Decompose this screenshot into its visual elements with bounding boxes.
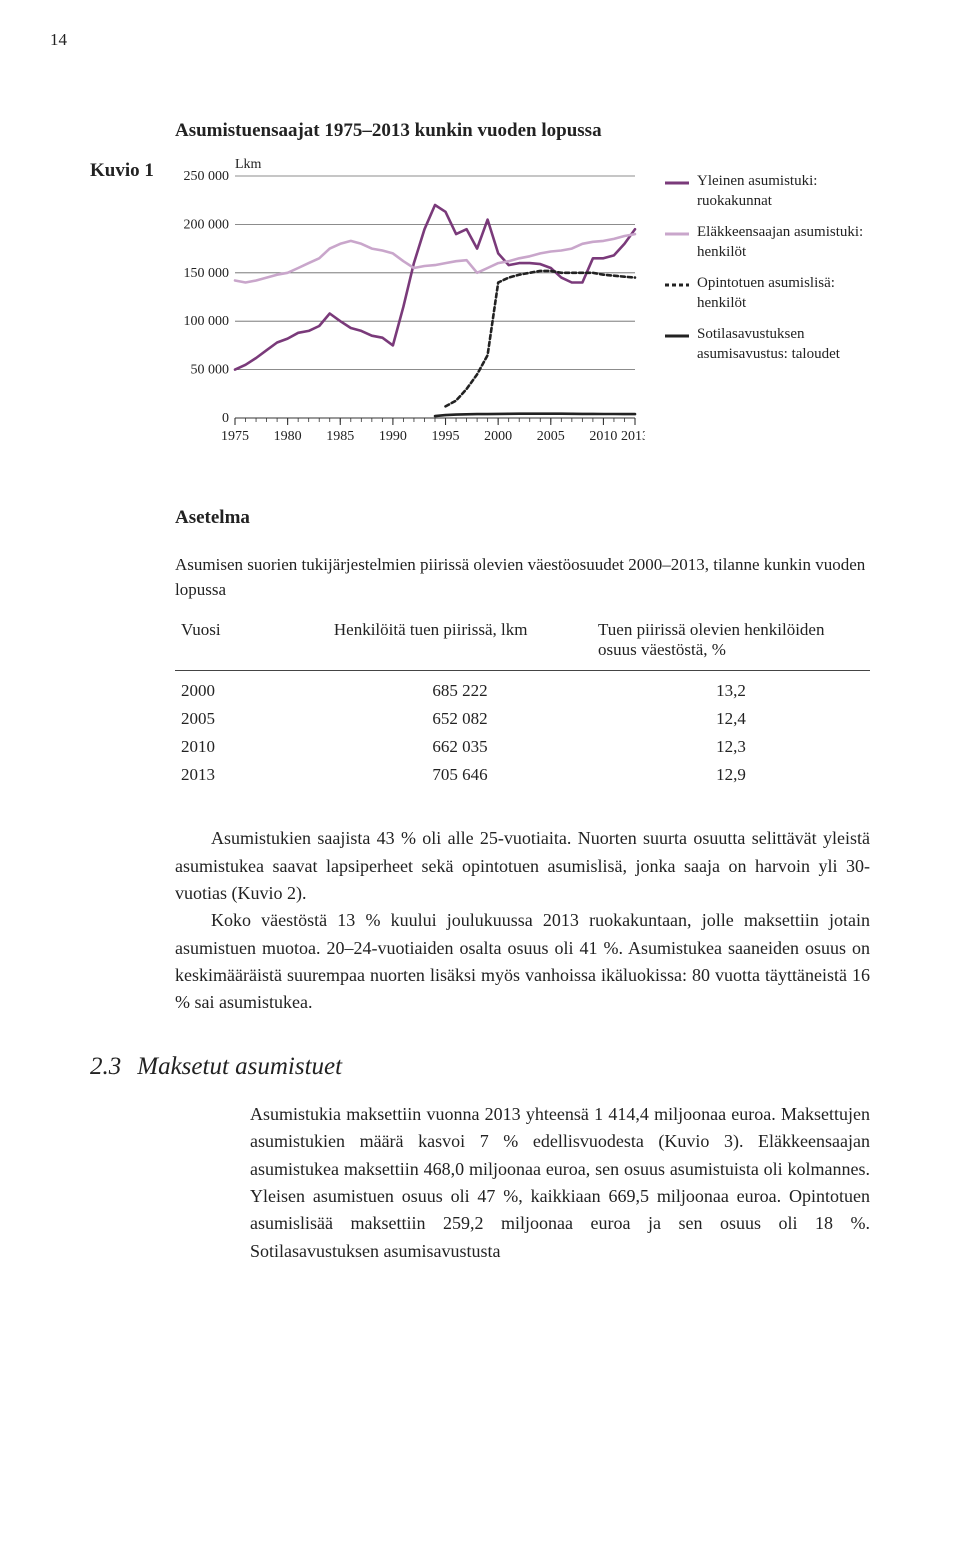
section-number: 2.3 [90, 1053, 121, 1081]
svg-text:1980: 1980 [274, 429, 302, 444]
table-row: 2005652 08212,4 [175, 705, 870, 733]
legend-item-yleinen: Yleinen asumistuki: ruokakunnat [665, 172, 867, 211]
svg-text:1990: 1990 [379, 429, 407, 444]
svg-text:2010: 2010 [589, 429, 617, 444]
table-cell: 2000 [175, 671, 328, 706]
legend-label: Yleinen asumistuki: ruokakunnat [697, 172, 867, 211]
table-cell: 2013 [175, 761, 328, 789]
section-title: Maksetut asumistuet [137, 1053, 342, 1081]
figure-side-label: Kuvio 1 [90, 160, 175, 182]
legend-item-elakkeensaaja: Eläkkeensaajan asumistuki: henkilöt [665, 223, 867, 262]
svg-text:200 000: 200 000 [184, 217, 230, 232]
line-chart: Lkm 0 50 000 100 000 150 000 200 000 250 000 19… [175, 152, 645, 457]
chart-title: Asumistuensaajat 1975–2013 kunkin vuoden… [175, 120, 870, 142]
svg-text:2000: 2000 [484, 429, 512, 444]
body-text: Asumistukien saajista 43 % oli alle 25-v… [175, 825, 870, 1017]
svg-text:0: 0 [222, 411, 229, 426]
page-number: 14 [50, 30, 67, 50]
legend-label: Eläkkeensaajan asumistuki: henkilöt [697, 223, 867, 262]
table-header: Tuen piirissä olevien henkilöiden osuus … [592, 616, 870, 671]
figure-kuvio-1: Kuvio 1 Asumistuensaajat 1975–2013 kunki… [90, 120, 870, 457]
table-header: Vuosi [175, 616, 328, 671]
svg-text:2013: 2013 [621, 429, 645, 444]
svg-text:100 000: 100 000 [184, 314, 230, 329]
table-title: Asumisen suorien tukijärjestelmien piiri… [175, 553, 870, 602]
legend-label: Opintotuen asumislisä: henkilöt [697, 274, 867, 313]
body-paragraph-2: Koko väestöstä 13 % kuului joulukuussa 2… [175, 907, 870, 1016]
table-cell: 662 035 [328, 733, 592, 761]
table-cell: 2005 [175, 705, 328, 733]
table-row: 2013705 64612,9 [175, 761, 870, 789]
section-2-3-body: Asumistukia maksettiin vuonna 2013 yhtee… [90, 1101, 870, 1265]
svg-text:250 000: 250 000 [184, 169, 230, 184]
svg-text:1985: 1985 [326, 429, 354, 444]
chart-legend: Yleinen asumistuki: ruokakunnat Eläkkeens… [665, 172, 867, 376]
legend-label: Sotilasavustuksen asumisavustus: taloude… [697, 325, 867, 364]
table-cell: 705 646 [328, 761, 592, 789]
table-cell: 13,2 [592, 671, 870, 706]
legend-item-sotilas: Sotilasavustuksen asumisavustus: taloude… [665, 325, 867, 364]
table-cell: 12,9 [592, 761, 870, 789]
svg-text:50 000: 50 000 [191, 363, 230, 378]
table-row: 2000685 22213,2 [175, 671, 870, 706]
svg-text:1975: 1975 [221, 429, 249, 444]
table-cell: 652 082 [328, 705, 592, 733]
table-cell: 2010 [175, 733, 328, 761]
legend-item-opintotuen: Opintotuen asumislisä: henkilöt [665, 274, 867, 313]
section-2-3-heading: 2.3 Maksetut asumistuet [90, 1053, 870, 1081]
asetelma-table: VuosiHenkilöitä tuen piirissä, lkmTuen p… [175, 616, 870, 789]
asetelma-heading: Asetelma [175, 507, 870, 529]
table-row: 2010662 03512,3 [175, 733, 870, 761]
body-paragraph-1: Asumistukien saajista 43 % oli alle 25-v… [175, 825, 870, 907]
svg-text:Lkm: Lkm [235, 157, 262, 172]
svg-text:150 000: 150 000 [184, 266, 230, 281]
table-header: Henkilöitä tuen piirissä, lkm [328, 616, 592, 671]
table-cell: 12,4 [592, 705, 870, 733]
svg-text:1995: 1995 [432, 429, 460, 444]
table-cell: 12,3 [592, 733, 870, 761]
svg-text:2005: 2005 [537, 429, 565, 444]
table-cell: 685 222 [328, 671, 592, 706]
